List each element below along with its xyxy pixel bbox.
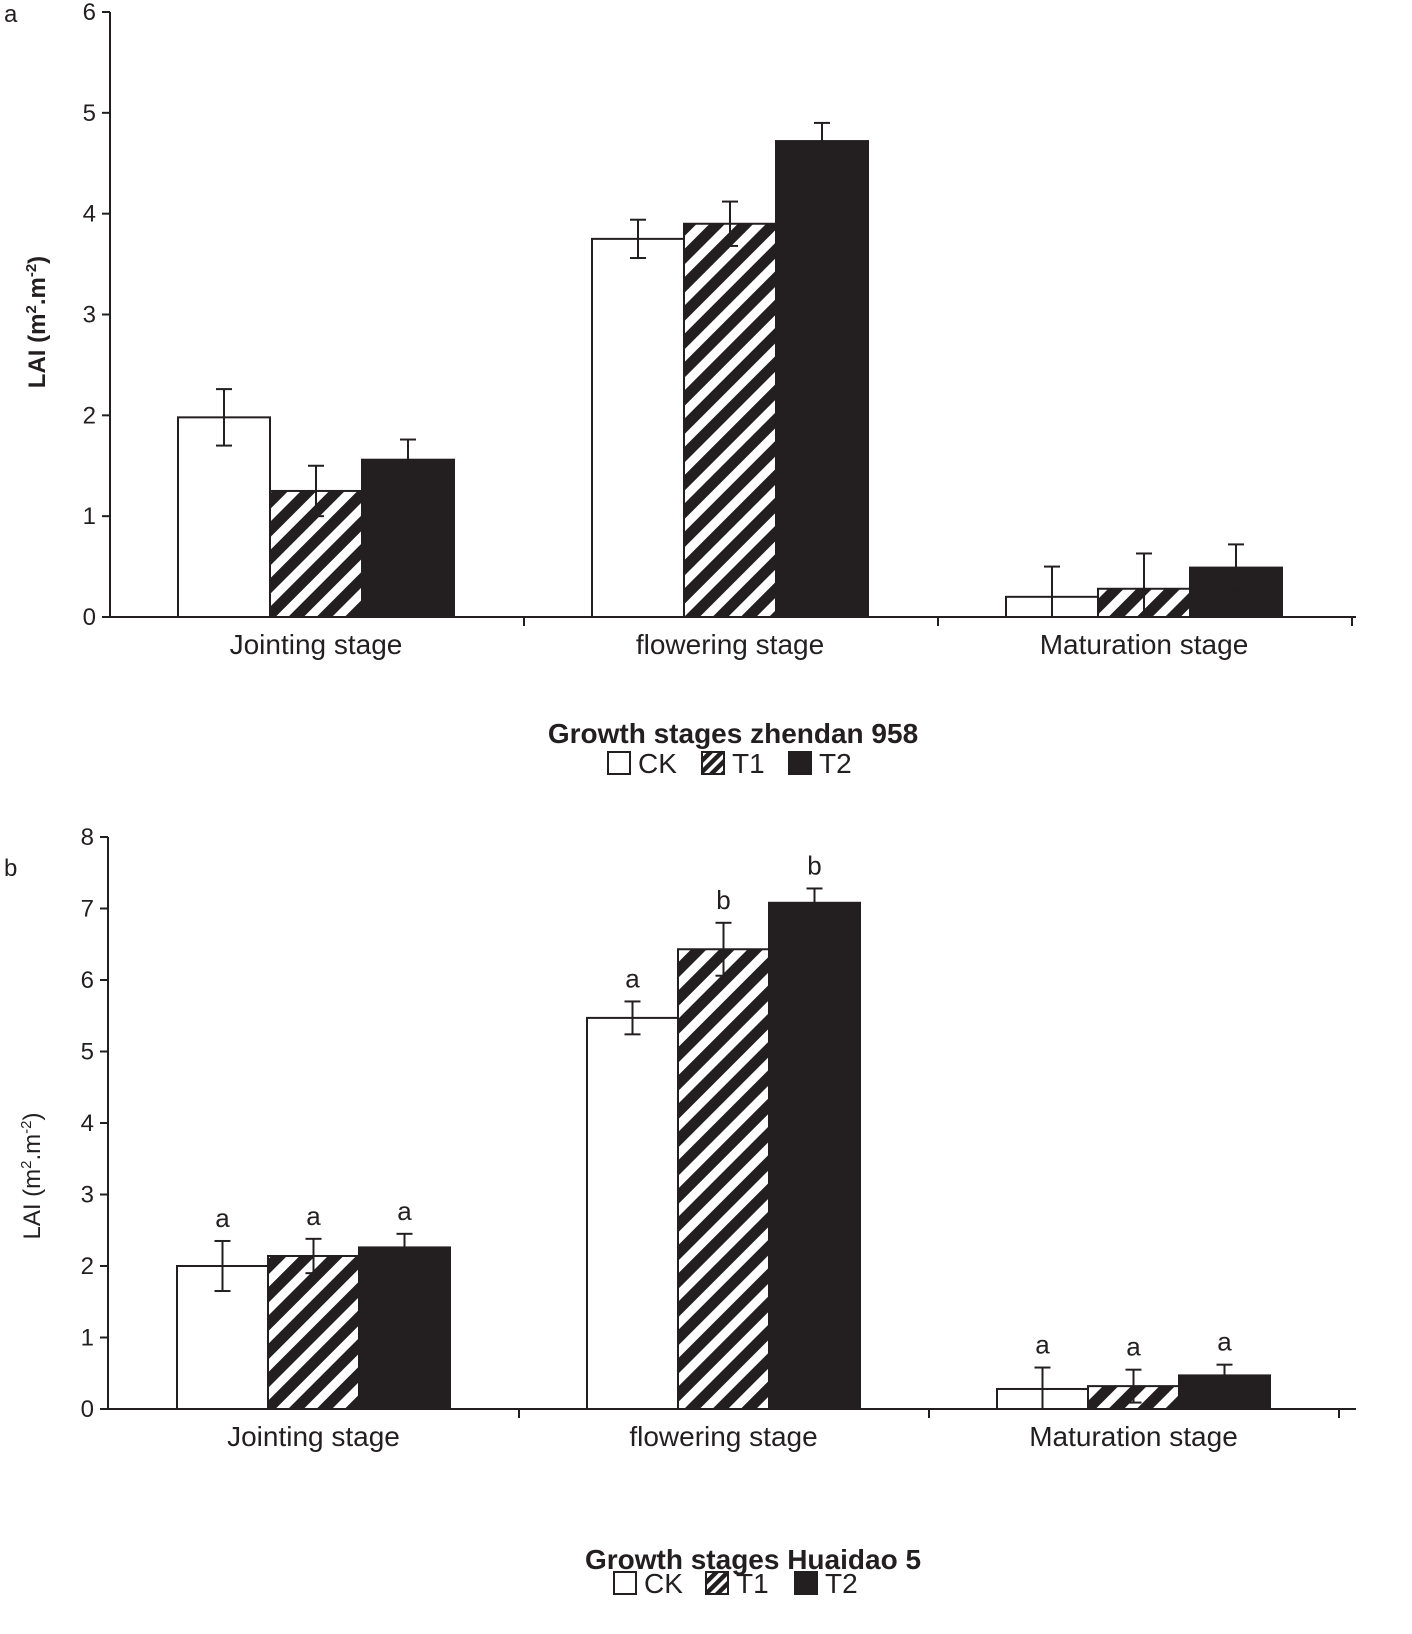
error-bar [400, 438, 416, 481]
bar-ck-1 [177, 416, 271, 618]
tick-labels-b: 0 1 2 3 4 5 6 7 8 a a a Jointing stage a b b flowering s… [81, 824, 1238, 1452]
y-tick-label: 5 [81, 1039, 94, 1066]
error-bar [1216, 1363, 1233, 1388]
error-bar [814, 121, 830, 161]
x-category-label: flowering stage [636, 629, 824, 660]
y-tick-label: 0 [83, 604, 96, 631]
y-tick-label: 2 [83, 402, 96, 429]
error-bar [1044, 565, 1060, 617]
bar-t1-1 [267, 1254, 360, 1410]
chart-panel-b: b 0 1 2 3 4 5 6 7 8 a a a Jointing stage a b b flowering… [4, 824, 1356, 1599]
error-bar [308, 464, 324, 518]
error-bar [216, 388, 232, 447]
x-category-label: Maturation stage [1029, 1421, 1238, 1452]
significance-letter: a [1126, 1332, 1141, 1362]
error-bar [624, 1000, 641, 1036]
bar-t1-2 [683, 222, 777, 618]
x-category-label: Jointing stage [227, 1421, 400, 1452]
error-bar [1034, 1366, 1051, 1409]
legend-swatch-ck [613, 1571, 637, 1595]
legend-label-t1: T1 [736, 1568, 769, 1599]
legend-label-t2: T2 [825, 1568, 858, 1599]
bar-t2-2 [775, 140, 869, 618]
panel-letter-a: a [4, 1, 18, 28]
panel-letter-b: b [4, 855, 17, 882]
legend-swatch-t1 [701, 751, 725, 775]
bars-a [177, 121, 1283, 619]
y-tick-label: 4 [81, 1110, 94, 1137]
error-bar [630, 218, 646, 260]
legend-swatch-t2 [788, 751, 812, 775]
legend-swatch-ck [607, 751, 631, 775]
significance-letter: a [215, 1203, 230, 1233]
significance-letter: a [625, 963, 640, 993]
error-bar [214, 1239, 231, 1293]
x-axis-title-b: Growth stages Huaidao 5 [585, 1544, 921, 1575]
y-tick-label: 1 [83, 503, 96, 530]
significance-letter: a [306, 1201, 321, 1231]
legend-label-t2: T2 [819, 748, 852, 779]
y-tick-label: 4 [83, 201, 96, 228]
error-bar [715, 921, 732, 977]
error-bar [305, 1237, 322, 1275]
y-tick-label: 2 [81, 1253, 94, 1280]
tick-labels-a: 0 1 2 3 4 5 6 Jointing stage flowering stage Matu… [83, 0, 1249, 660]
y-tick-label: 7 [81, 896, 94, 923]
bars-b [176, 887, 1271, 1411]
significance-letter: a [1035, 1330, 1050, 1360]
error-bar [1125, 1368, 1142, 1404]
chart-panel-a: a 0 1 2 3 4 5 6 Jointing stage flowering stage Ma… [4, 0, 1356, 779]
significance-letter: b [807, 850, 821, 880]
legend-swatch-t2 [794, 1571, 818, 1595]
y-tick-label: 0 [81, 1396, 94, 1423]
significance-letter: b [716, 885, 730, 915]
y-tick-label: 8 [81, 824, 94, 851]
y-tick-label: 1 [81, 1325, 94, 1352]
legend-label-t1: T1 [732, 748, 765, 779]
x-category-label: flowering stage [629, 1421, 817, 1452]
bar-ck-2 [591, 237, 685, 618]
y-tick-label: 3 [83, 302, 96, 329]
error-bar [806, 887, 823, 919]
y-axis-title-b: LAI (m2.m-2) [18, 1112, 46, 1239]
error-bar [1136, 552, 1152, 617]
y-tick-label: 3 [81, 1182, 94, 1209]
y-tick-label: 6 [81, 967, 94, 994]
legend-b: CK T1 T2 [613, 1568, 858, 1599]
bar-t2-1 [361, 458, 455, 619]
bar-t1-2 [677, 948, 770, 1410]
legend-label-ck: CK [644, 1568, 683, 1599]
x-axis-title-a: Growth stages zhendan 958 [548, 718, 918, 749]
x-category-label: Jointing stage [230, 629, 403, 660]
y-tick-label: 5 [83, 100, 96, 127]
error-bar [1228, 543, 1244, 592]
x-category-label: Maturation stage [1040, 629, 1249, 660]
y-tick-label: 6 [83, 0, 96, 26]
legend-swatch-t1 [705, 1571, 729, 1595]
error-bar [396, 1232, 413, 1262]
y-axis-title-a: LAI (m2.m-2) [23, 256, 51, 388]
legend-label-ck: CK [638, 748, 677, 779]
bar-t2-1 [358, 1246, 451, 1411]
significance-letter: a [1217, 1327, 1232, 1357]
bar-ck-2 [586, 1016, 679, 1411]
error-bar [722, 200, 738, 247]
legend-a: CK T1 T2 [607, 748, 852, 779]
significance-letter: a [397, 1196, 412, 1226]
bar-t2-2 [768, 901, 861, 1411]
